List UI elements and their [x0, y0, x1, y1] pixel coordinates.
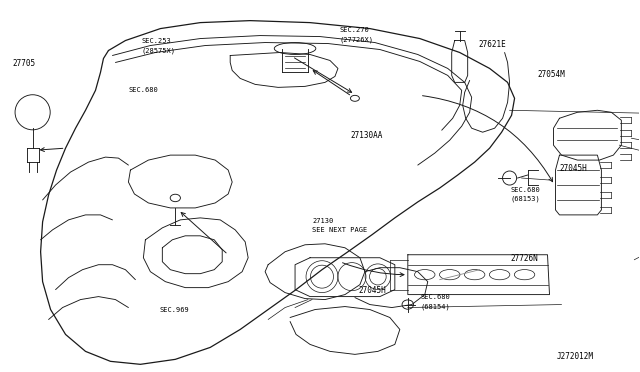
Text: (27726X): (27726X) [339, 36, 373, 43]
Text: SEC.680: SEC.680 [510, 187, 540, 193]
Text: 27705: 27705 [12, 59, 35, 68]
Text: J272012M: J272012M [556, 352, 593, 361]
Text: SEE NEXT PAGE: SEE NEXT PAGE [312, 227, 367, 233]
Text: (68153): (68153) [510, 196, 540, 202]
Text: 27621E: 27621E [478, 40, 506, 49]
Text: SEC.969: SEC.969 [159, 307, 189, 313]
Text: 27054M: 27054M [537, 70, 565, 79]
Text: 27130AA: 27130AA [351, 131, 383, 141]
Text: 27045H: 27045H [559, 164, 588, 173]
Text: SEC.680: SEC.680 [129, 87, 158, 93]
Text: (28575X): (28575X) [141, 48, 175, 54]
Text: SEC.270: SEC.270 [339, 28, 369, 33]
Text: (68154): (68154) [421, 303, 451, 310]
Text: SEC.680: SEC.680 [421, 294, 451, 300]
Text: 27726N: 27726N [510, 254, 538, 263]
Text: 27045H: 27045H [358, 286, 386, 295]
Text: SEC.253: SEC.253 [141, 38, 171, 45]
Text: 27130: 27130 [312, 218, 333, 224]
